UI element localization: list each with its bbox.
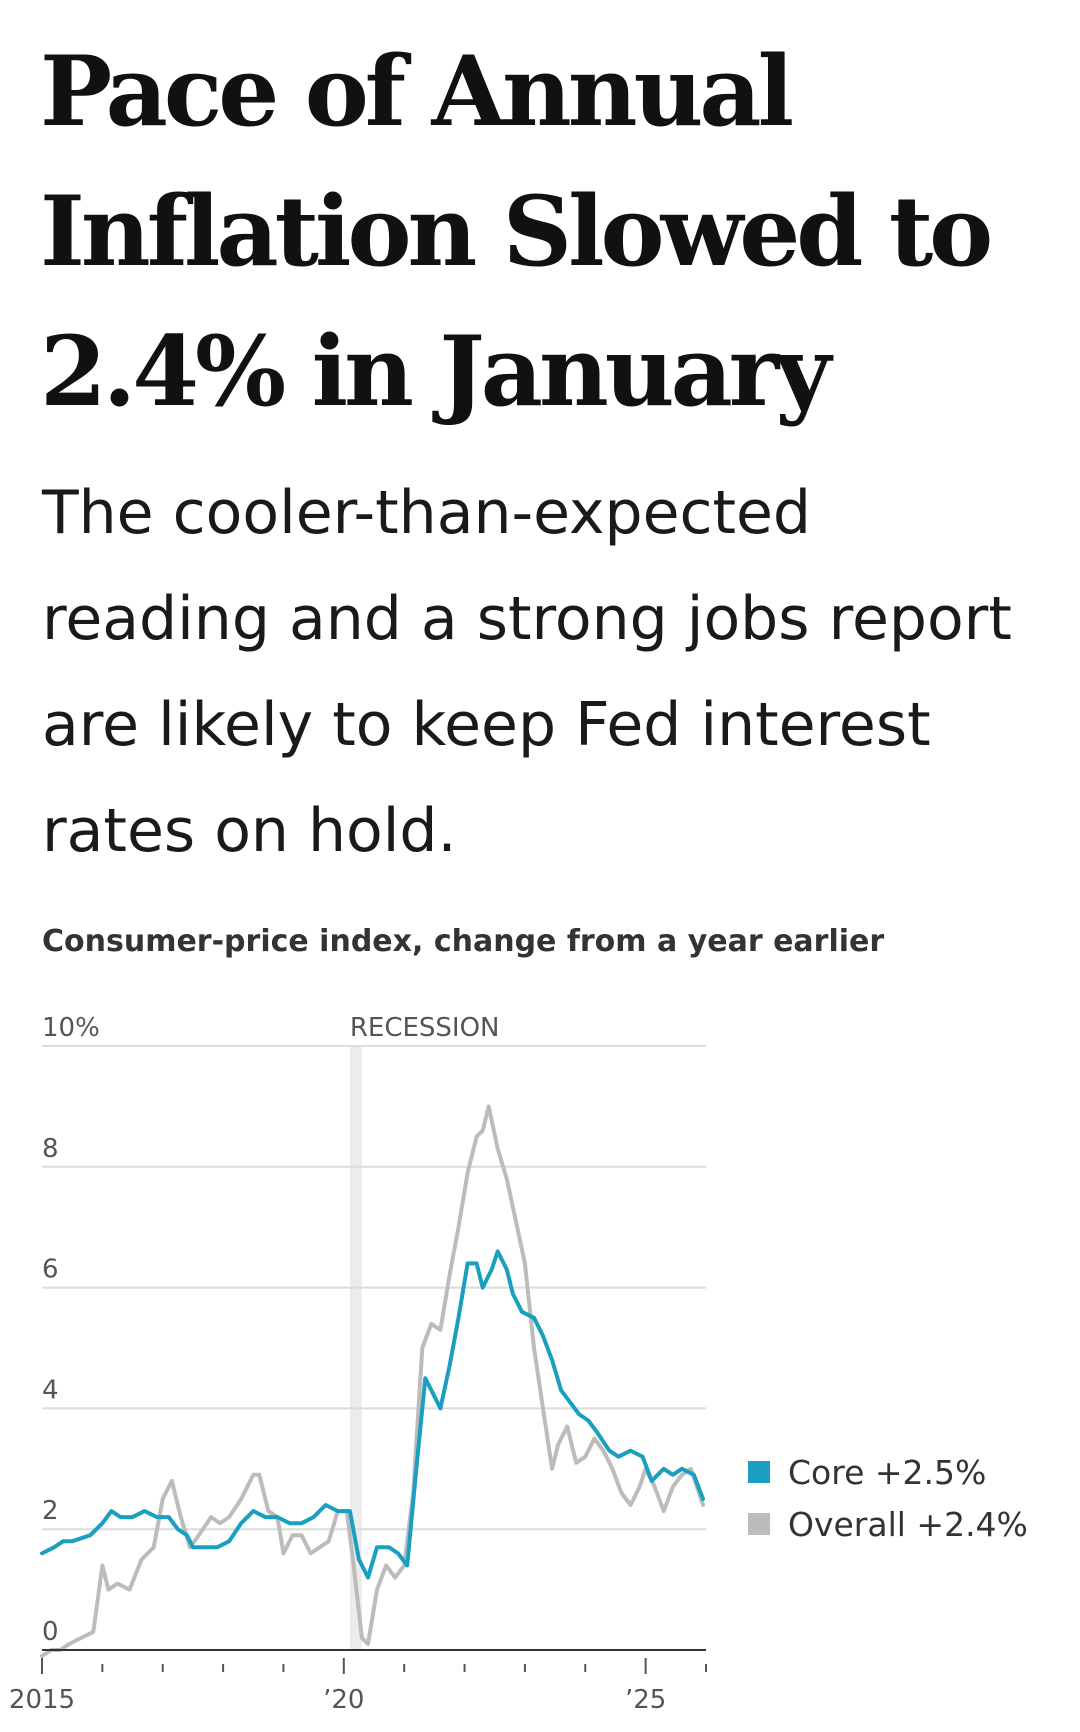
series-line-core: [40, 1249, 705, 1580]
y-tick-label: 8: [42, 1134, 59, 1164]
headline: Pace of Annual Inflation Slowed to 2.4% …: [40, 35, 993, 428]
dek: The cooler-than-expected reading and a s…: [42, 478, 1012, 866]
x-tick-label: ’20: [323, 1685, 364, 1715]
y-tick-label: 4: [42, 1375, 59, 1405]
legend-item-core: Core +2.5%: [748, 1446, 1028, 1498]
y-tick-label: 2: [42, 1496, 59, 1526]
y-tick-label: 6: [42, 1255, 59, 1285]
x-tick-label: 2015: [9, 1685, 75, 1715]
inflation-line-chart: 0 2 4 6 8 10% RECESSION 2015 ’20 ’25: [9, 1013, 707, 1715]
chart-legend: Core +2.5% Overall +2.4%: [748, 1446, 1028, 1550]
series-line-overall: [40, 1104, 705, 1658]
x-tick-label: ’25: [625, 1685, 666, 1715]
legend-label-core: Core +2.5%: [788, 1452, 987, 1492]
chart-title: Consumer-price index, change from a year…: [42, 924, 885, 959]
recession-label: RECESSION: [350, 1013, 500, 1043]
recession-band: [349, 1046, 362, 1650]
legend-label-overall: Overall +2.4%: [788, 1504, 1028, 1544]
legend-swatch-overall: [748, 1513, 770, 1535]
legend-swatch-core: [748, 1461, 770, 1483]
legend-item-overall: Overall +2.4%: [748, 1498, 1028, 1550]
y-tick-label: 0: [42, 1617, 59, 1647]
y-tick-label: 10%: [42, 1013, 100, 1043]
